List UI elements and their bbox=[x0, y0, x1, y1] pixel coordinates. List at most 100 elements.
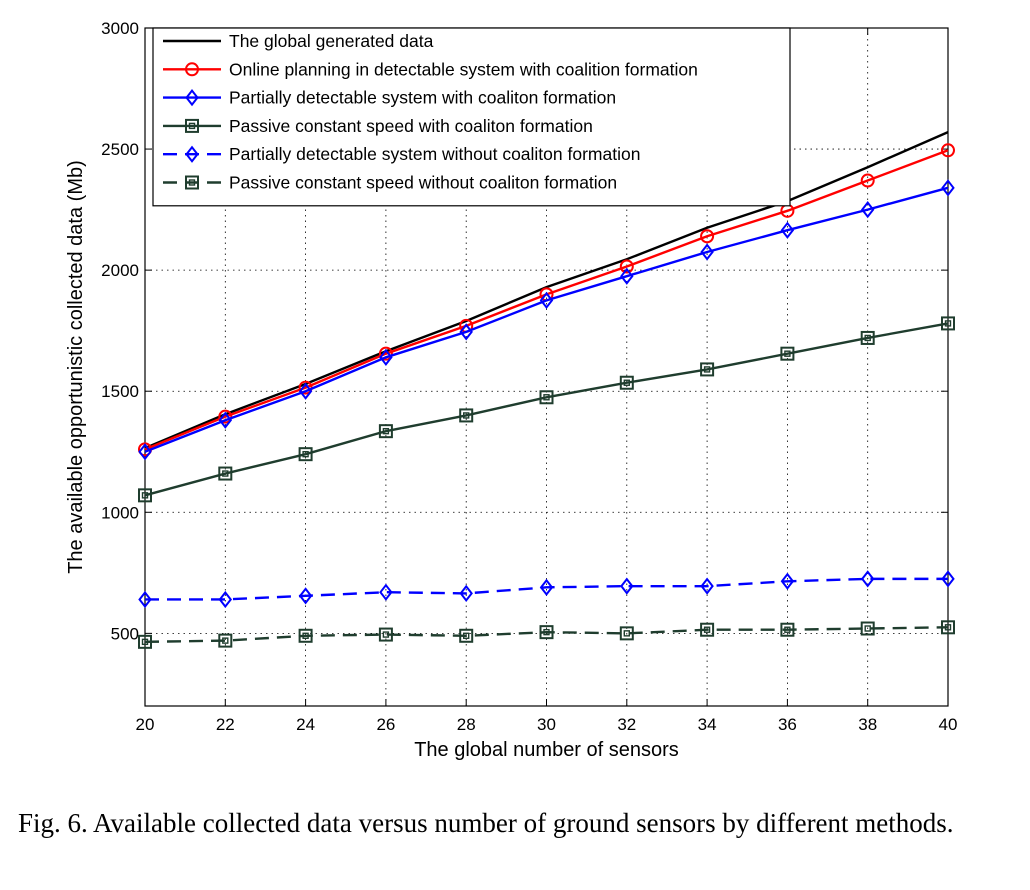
data-point-3-outer bbox=[860, 330, 875, 345]
data-point-5-outer bbox=[860, 621, 875, 636]
data-point-4 bbox=[138, 590, 152, 609]
axis-ticks: 20 22 24 26 28 30 32 34 36 38 40 500 1000 1500 2000 250… bbox=[101, 19, 957, 734]
line-chart: 20 22 24 26 28 30 32 34 36 38 40 500 1000 1500 2000 250… bbox=[65, 19, 957, 761]
data-point-5 bbox=[619, 626, 634, 641]
series-line-2 bbox=[144, 186, 949, 453]
legend-marker-3-inner bbox=[188, 122, 196, 130]
data-point-5-outer bbox=[539, 625, 554, 640]
data-point-3-outer bbox=[138, 488, 152, 503]
y-axis-label: The available opportunistic collected da… bbox=[65, 160, 87, 574]
data-point-5-inner bbox=[784, 626, 791, 633]
data-point-5 bbox=[298, 628, 313, 643]
data-point-3 bbox=[459, 408, 474, 423]
y-tick-label: 1000 bbox=[101, 503, 139, 522]
series-2 bbox=[138, 179, 955, 461]
data-point-4 bbox=[539, 578, 554, 596]
legend-marker-4 bbox=[185, 145, 199, 163]
data-point-2 bbox=[218, 411, 233, 429]
data-point-1 bbox=[941, 143, 955, 158]
y-tick-label: 1500 bbox=[101, 382, 139, 401]
data-point-3 bbox=[539, 390, 554, 405]
data-point-5-outer bbox=[378, 627, 393, 642]
x-tick-label: 40 bbox=[939, 715, 958, 734]
data-point-4 bbox=[459, 584, 473, 603]
data-point-2 bbox=[700, 243, 714, 261]
y-tick-label: 500 bbox=[111, 624, 139, 643]
data-point-3-inner bbox=[703, 366, 711, 373]
x-tick-label: 34 bbox=[698, 715, 717, 734]
data-point-2 bbox=[459, 323, 473, 341]
legend-label-2: Partially detectable system with coalito… bbox=[229, 88, 616, 108]
x-axis-label: The global number of sensors bbox=[414, 739, 679, 761]
data-point-1 bbox=[378, 346, 393, 361]
data-point-2 bbox=[138, 443, 152, 461]
legend-marker-1 bbox=[185, 62, 199, 77]
data-point-5-inner bbox=[623, 630, 630, 637]
y-tick-label: 3000 bbox=[101, 19, 139, 38]
data-point-4 bbox=[700, 577, 714, 595]
figure-caption: Fig. 6. Available collected data versus … bbox=[18, 808, 954, 838]
data-point-5-outer bbox=[941, 620, 955, 635]
x-tick-label: 38 bbox=[858, 715, 877, 734]
data-point-2 bbox=[860, 200, 875, 219]
data-point-2 bbox=[379, 348, 393, 366]
data-point-5-inner bbox=[222, 637, 229, 644]
data-point-3-inner bbox=[784, 350, 791, 357]
data-point-3-outer bbox=[941, 316, 955, 331]
series-3 bbox=[138, 316, 955, 503]
y-tick-label: 2000 bbox=[101, 261, 139, 280]
data-point-2 bbox=[780, 221, 795, 239]
legend: The global generated data Online planning… bbox=[152, 27, 791, 207]
data-point-3-inner bbox=[623, 379, 630, 386]
data-point-3-inner bbox=[222, 470, 229, 477]
data-point-5-inner bbox=[543, 628, 550, 636]
legend-marker-3-outer bbox=[185, 118, 199, 133]
data-point-5-inner bbox=[944, 624, 952, 631]
data-point-3 bbox=[218, 466, 233, 481]
series-line-3 bbox=[144, 322, 949, 497]
data-point-3 bbox=[378, 424, 393, 439]
series-line-5 bbox=[144, 626, 949, 644]
data-point-5-outer bbox=[459, 628, 474, 643]
legend-marker-5-outer bbox=[185, 175, 199, 190]
data-point-5-outer bbox=[138, 634, 152, 649]
x-tick-label: 36 bbox=[778, 715, 797, 734]
data-point-5-outer bbox=[218, 633, 233, 648]
x-tick-label: 26 bbox=[376, 715, 395, 734]
data-point-3-inner bbox=[463, 412, 470, 419]
data-point-3 bbox=[298, 447, 313, 462]
legend-label-1: Online planning in detectable system wit… bbox=[229, 59, 698, 79]
data-point-1 bbox=[860, 173, 875, 188]
data-point-3-inner bbox=[543, 394, 550, 401]
data-point-1 bbox=[218, 409, 233, 424]
data-point-5 bbox=[459, 628, 474, 643]
data-point-5 bbox=[218, 633, 233, 648]
data-point-5 bbox=[378, 627, 393, 642]
data-point-3 bbox=[619, 375, 634, 390]
x-tick-label: 20 bbox=[136, 715, 155, 734]
data-point-3 bbox=[941, 316, 955, 331]
data-point-5-outer bbox=[780, 622, 795, 637]
data-point-4 bbox=[298, 587, 313, 605]
data-point-5 bbox=[780, 622, 795, 637]
data-point-2 bbox=[620, 267, 634, 285]
x-tick-label: 22 bbox=[216, 715, 235, 734]
data-point-5-inner bbox=[703, 626, 711, 633]
data-point-3-inner bbox=[382, 427, 390, 435]
data-point-5-inner bbox=[141, 638, 149, 646]
series-group bbox=[138, 131, 955, 649]
data-point-3-inner bbox=[864, 334, 871, 342]
legend-marker-3 bbox=[185, 118, 199, 133]
data-point-5-outer bbox=[700, 622, 715, 637]
series-line-0 bbox=[144, 131, 949, 450]
data-point-5 bbox=[539, 625, 554, 640]
data-point-3 bbox=[138, 488, 152, 503]
legend-marker-2 bbox=[185, 88, 199, 107]
series-5 bbox=[138, 620, 955, 649]
series-4 bbox=[138, 570, 955, 609]
series-0 bbox=[144, 131, 949, 450]
legend-box bbox=[152, 27, 791, 207]
data-point-3 bbox=[860, 330, 875, 345]
x-tick-label: 32 bbox=[617, 715, 636, 734]
legend-label-4: Partially detectable system without coal… bbox=[229, 144, 640, 164]
